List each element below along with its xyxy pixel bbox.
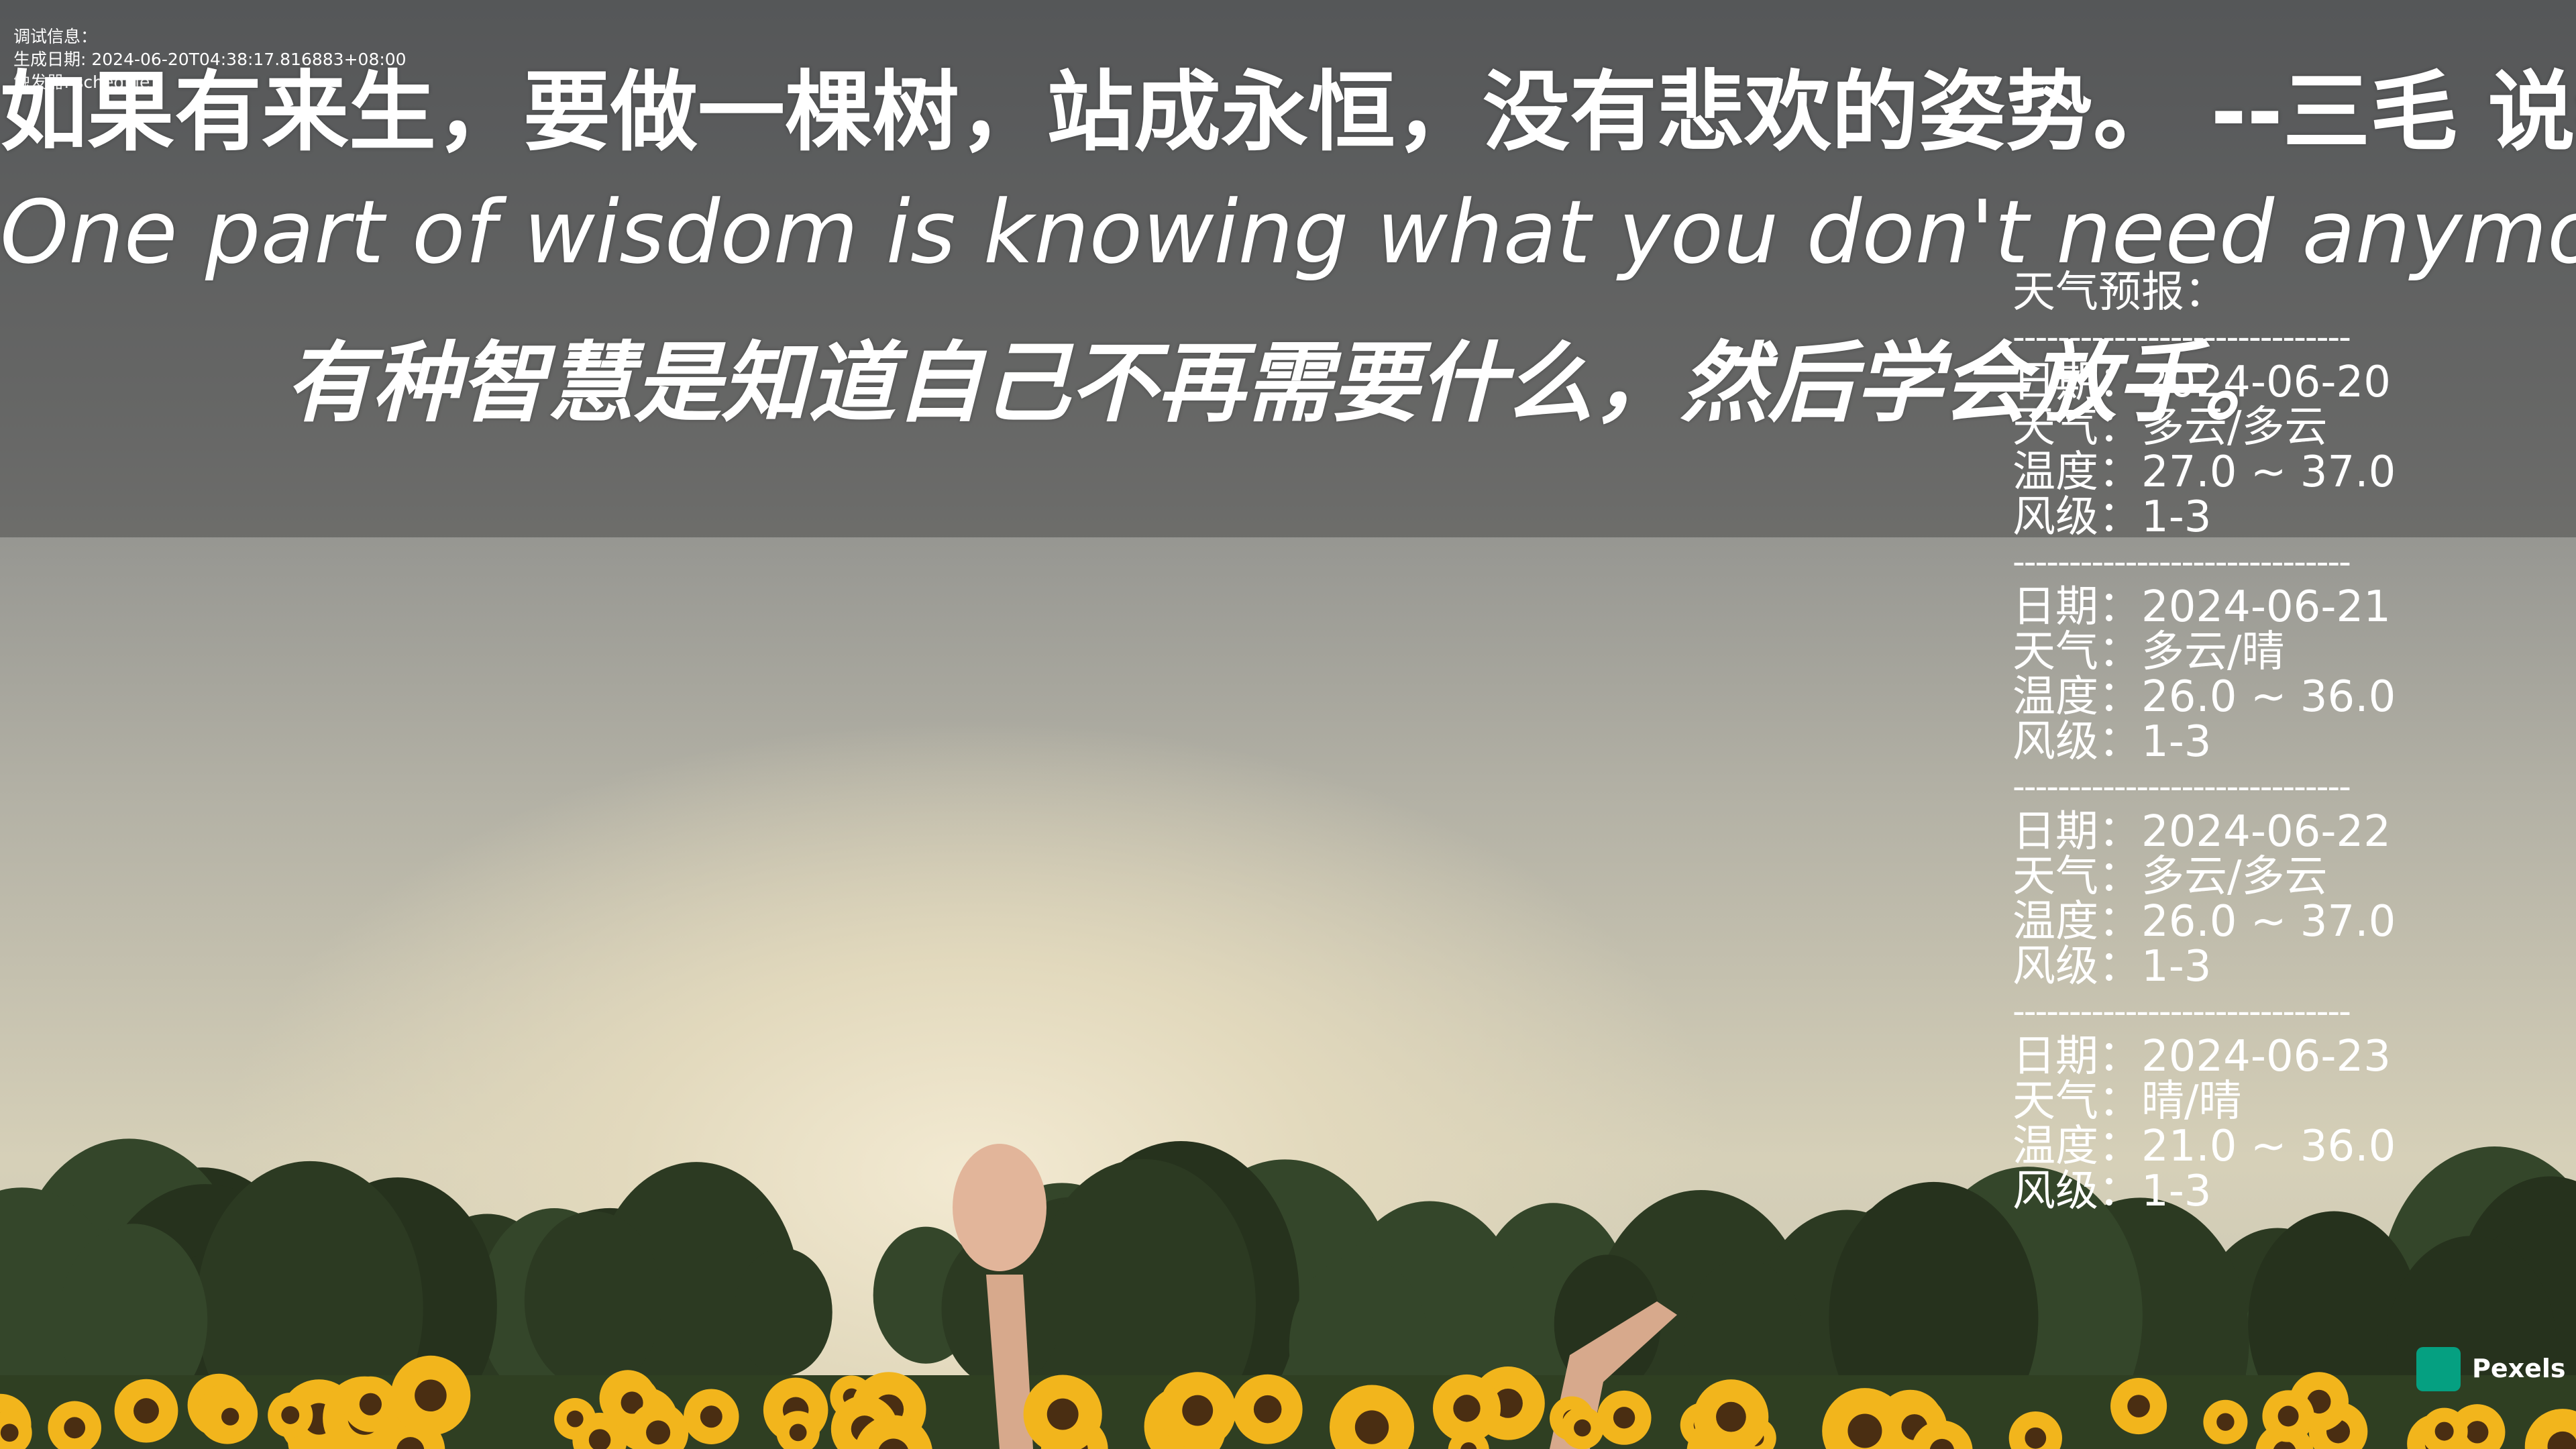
- sunflower-center: [1046, 1398, 1079, 1430]
- sunflower-center: [878, 1438, 908, 1449]
- sunflower-center: [1460, 1442, 1477, 1449]
- tree: [592, 1162, 800, 1432]
- sunflower-center: [566, 1410, 584, 1428]
- quote-line: One part of wisdom is knowing what you d…: [0, 181, 2576, 283]
- sunflower-center: [1574, 1419, 1591, 1437]
- weather-wind: 风级：1-3: [2012, 1167, 2212, 1216]
- sunflower-center: [1453, 1395, 1481, 1422]
- debug-line: 触发器: schedule: [13, 72, 150, 92]
- sunflower-center: [621, 1391, 643, 1414]
- weather-wind: 风级：1-3: [2012, 492, 2212, 542]
- sunflower-center: [2277, 1405, 2299, 1427]
- pexels-logo: [2416, 1347, 2461, 1391]
- weather-date: 日期：2024-06-23: [2012, 1032, 2391, 1081]
- sunflower-center: [1847, 1413, 1882, 1448]
- overlay-band: [0, 0, 2576, 537]
- sunflower-center: [588, 1429, 611, 1449]
- sunflower-center: [64, 1417, 86, 1439]
- sunflower-center: [415, 1379, 447, 1412]
- weather-weather: 天气：多云/多云: [2012, 402, 2328, 452]
- sunflower-center: [789, 1424, 807, 1442]
- weather-date: 日期：2024-06-20: [2012, 358, 2391, 407]
- weather-temperature: 温度：26.0 ~ 37.0: [2012, 897, 2396, 947]
- weather-weather: 天气：晴/晴: [2012, 1077, 2242, 1126]
- separator: ------------------------------: [2012, 317, 2351, 358]
- sunflower-center: [221, 1407, 239, 1426]
- sunflower-center: [1613, 1407, 1635, 1429]
- tree: [59, 1224, 208, 1417]
- weather-temperature: 温度：21.0 ~ 36.0: [2012, 1122, 2396, 1171]
- sunflower-petals: [854, 1415, 932, 1449]
- sunflower-center: [700, 1405, 722, 1428]
- sunflower-center: [2025, 1427, 2047, 1449]
- weather-weather: 天气：多云/晴: [2012, 627, 2285, 677]
- sunflower-center: [2547, 1431, 2576, 1449]
- sunflower-center: [2434, 1421, 2454, 1441]
- sunflower-center: [2273, 1440, 2296, 1449]
- sunflower-center: [359, 1393, 382, 1415]
- separator: ------------------------------: [2012, 767, 2351, 807]
- sunflower-petals: [1911, 1420, 1973, 1449]
- sunflower-center: [1182, 1395, 1214, 1426]
- sunflower-center: [0, 1424, 19, 1442]
- weather-date: 日期：2024-06-21: [2012, 582, 2391, 632]
- sunflower-center: [2466, 1421, 2489, 1444]
- hand: [953, 1144, 1046, 1271]
- sunflower-center: [2307, 1389, 2331, 1414]
- sunflower-center: [646, 1420, 671, 1445]
- sunflower-center: [2216, 1413, 2235, 1431]
- separator: ------------------------------: [2012, 991, 2351, 1032]
- weather-wind: 风级：1-3: [2012, 717, 2212, 767]
- weather-temperature: 温度：26.0 ~ 36.0: [2012, 672, 2396, 722]
- sunflower-center: [1354, 1410, 1389, 1444]
- sunflower-center: [2127, 1395, 2150, 1417]
- sunflower-center: [1493, 1388, 1523, 1418]
- weather-temperature: 温度：27.0 ~ 37.0: [2012, 447, 2396, 497]
- arm: [986, 1275, 1033, 1449]
- sunflower-center: [281, 1406, 300, 1424]
- debug-title: 调试信息：: [13, 27, 98, 46]
- sunflower-center: [396, 1437, 425, 1449]
- quote-line: 如果有来生，要做一棵树，站成永恒，没有悲欢的姿势。 --三毛 说给自己听: [0, 61, 2576, 163]
- tree: [524, 1211, 662, 1391]
- debug-line: 生成日期: 2024-06-20T04:38:17.816883+08:00: [13, 50, 407, 69]
- sunflower-center: [1716, 1401, 1746, 1432]
- weather-date: 日期：2024-06-22: [2012, 807, 2391, 857]
- watermark: Pexels: [2472, 1354, 2566, 1383]
- tree: [734, 1248, 833, 1377]
- sunflower-center: [1929, 1438, 1954, 1449]
- tree: [1684, 1258, 1803, 1414]
- weather-weather: 天气：多云/多云: [2012, 852, 2328, 902]
- sunflower-petals: [1448, 1430, 1489, 1449]
- quote-line: 有种智慧是知道自己不再需要什么，然后学会放手。: [284, 332, 2291, 434]
- sunflower-center: [1253, 1395, 1282, 1424]
- weather-wind: 风级：1-3: [2012, 942, 2212, 991]
- separator: ------------------------------: [2012, 542, 2351, 582]
- sunflower-center: [133, 1398, 159, 1424]
- weather-title: 天气预报：: [2012, 268, 2227, 317]
